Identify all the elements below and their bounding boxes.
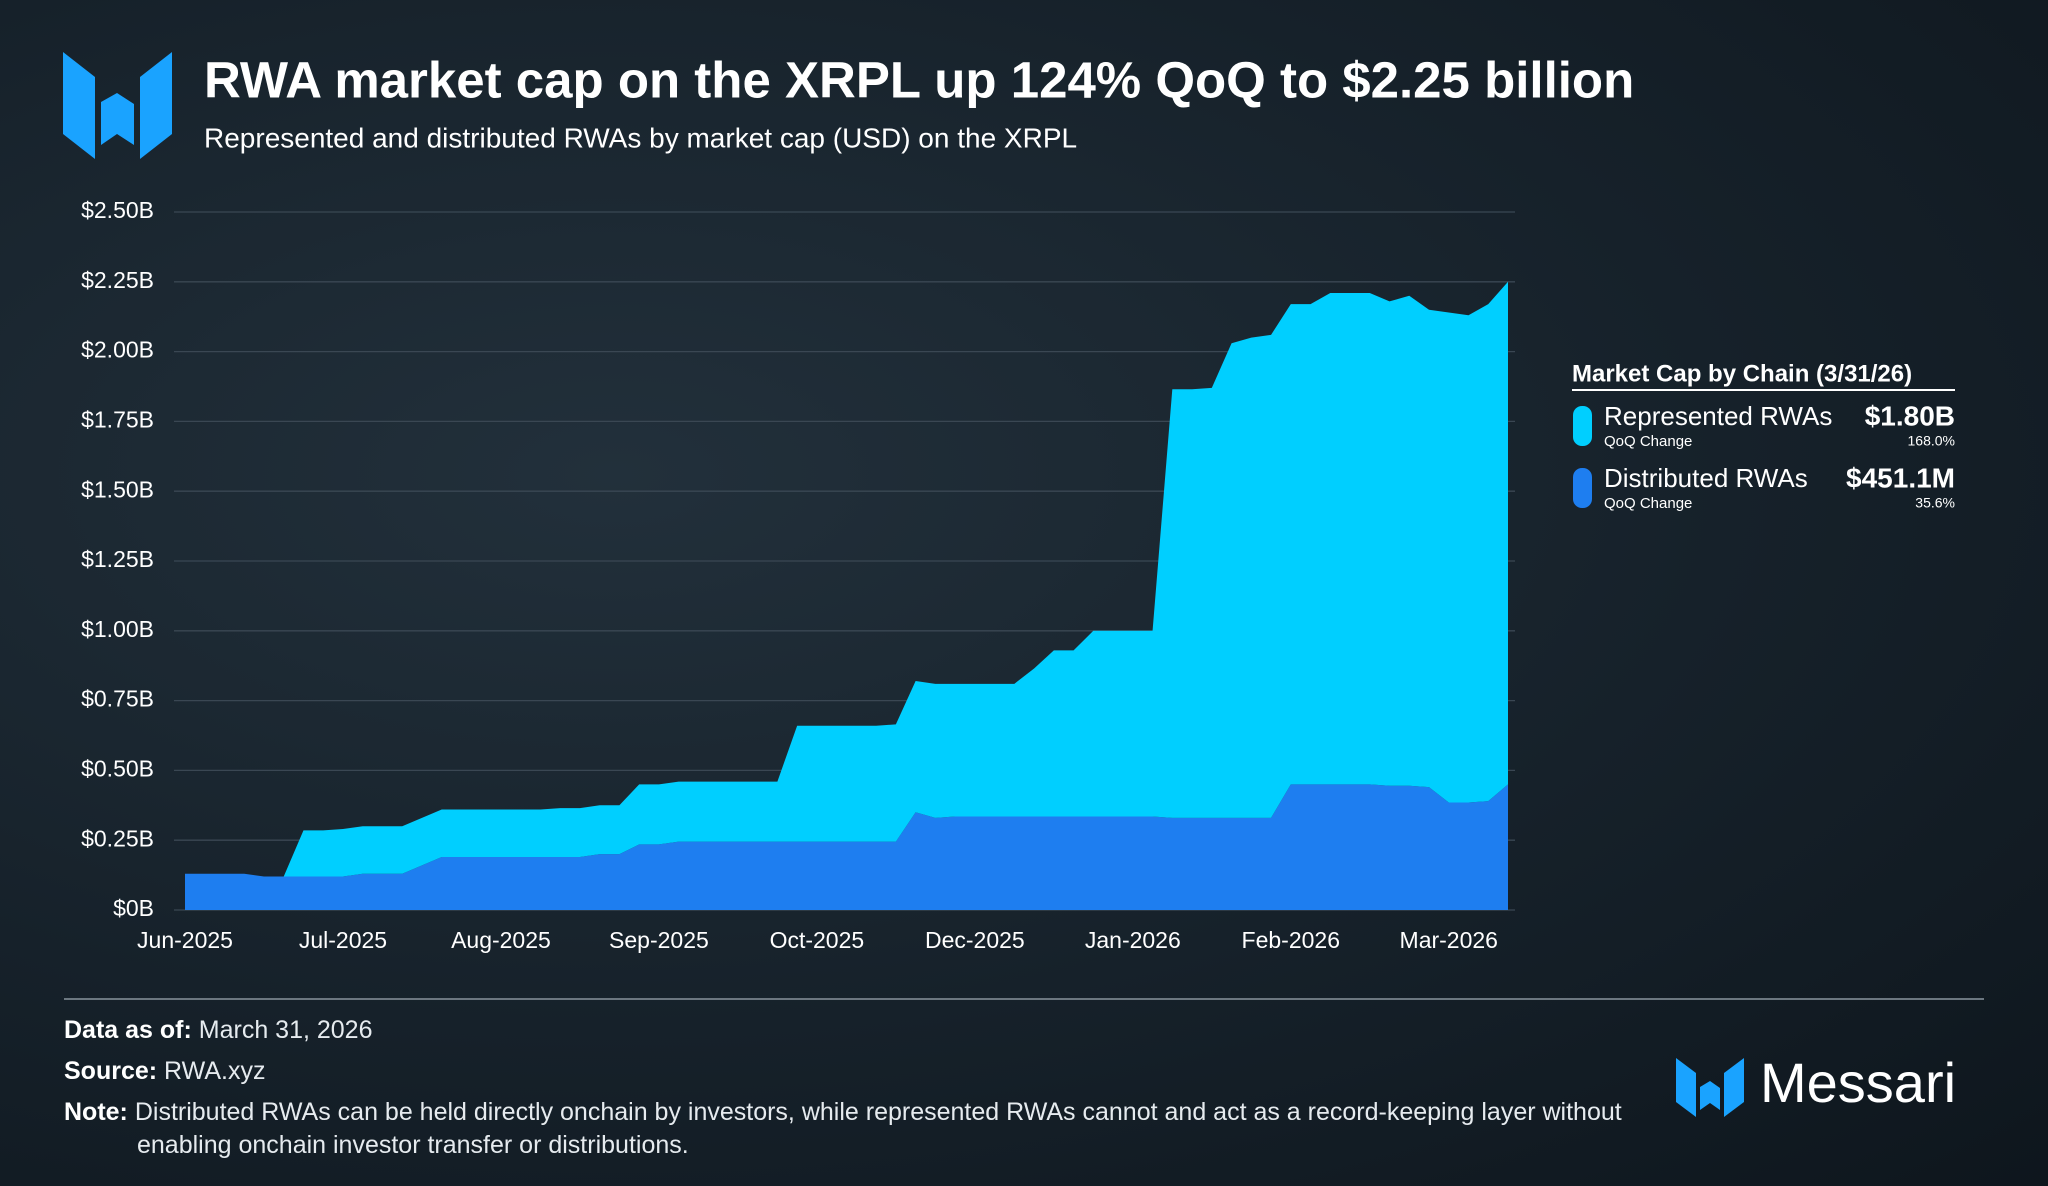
x-tick-label: Jan-2026 xyxy=(1085,927,1181,953)
label: Data as of: xyxy=(64,1016,192,1044)
source: Source: RWA.xyz xyxy=(64,1051,1654,1092)
legend-swatch xyxy=(1573,406,1592,446)
label: Note: xyxy=(64,1098,128,1126)
data-as-of: Data as of: March 31, 2026 xyxy=(64,1010,1654,1051)
legend-change-label: QoQ Change xyxy=(1604,495,1692,512)
x-tick-label: Sep-2025 xyxy=(609,927,709,953)
legend-value: $1.80B xyxy=(1865,400,1955,431)
y-tick-label: $2.00B xyxy=(81,337,154,363)
y-tick-label: $1.75B xyxy=(81,406,154,432)
legend-value: $451.1M xyxy=(1846,462,1955,493)
x-tick-label: Oct-2025 xyxy=(770,927,865,953)
footer: Data as of: March 31, 2026 Source: RWA.x… xyxy=(64,1010,1654,1162)
brand-name: Messari xyxy=(1760,1051,1956,1114)
legend-title: Market Cap by Chain (3/31/26) xyxy=(1572,360,1912,387)
legend-change: 168.0% xyxy=(1908,433,1955,449)
brand-logo xyxy=(1676,1058,1744,1117)
chart-subtitle: Represented and distributed RWAs by mark… xyxy=(204,122,1077,153)
y-tick-label: $0.50B xyxy=(81,755,154,781)
y-tick-label: $0.25B xyxy=(81,825,154,851)
x-tick-label: Dec-2025 xyxy=(925,927,1025,953)
x-tick-label: Jul-2025 xyxy=(299,927,387,953)
value: RWA.xyz xyxy=(164,1057,266,1085)
y-tick-label: $1.50B xyxy=(81,476,154,502)
note: Note: Distributed RWAs can be held direc… xyxy=(64,1096,1654,1162)
value: Distributed RWAs can be held directly on… xyxy=(134,1098,1622,1159)
x-tick-label: Jun-2025 xyxy=(137,927,233,953)
y-tick-label: $0.75B xyxy=(81,686,154,712)
legend-change: 35.6% xyxy=(1915,495,1955,511)
y-tick-label: $1.00B xyxy=(81,616,154,642)
y-tick-label: $0B xyxy=(113,895,154,921)
x-tick-label: Aug-2025 xyxy=(451,927,551,953)
legend-label: Distributed RWAs xyxy=(1604,463,1808,493)
label: Source: xyxy=(64,1057,158,1085)
legend-swatch xyxy=(1573,468,1592,508)
logo xyxy=(63,52,172,159)
chart-title: RWA market cap on the XRPL up 124% QoQ t… xyxy=(204,51,1634,108)
area xyxy=(185,784,1508,910)
y-tick-label: $2.25B xyxy=(81,267,154,293)
legend-change-label: QoQ Change xyxy=(1604,433,1692,450)
x-tick-label: Mar-2026 xyxy=(1400,927,1498,953)
legend-label: Represented RWAs xyxy=(1604,401,1832,431)
y-tick-label: $2.50B xyxy=(81,197,154,223)
area xyxy=(185,281,1508,877)
value: March 31, 2026 xyxy=(198,1016,373,1044)
y-tick-label: $1.25B xyxy=(81,546,154,572)
x-tick-label: Feb-2026 xyxy=(1242,927,1340,953)
